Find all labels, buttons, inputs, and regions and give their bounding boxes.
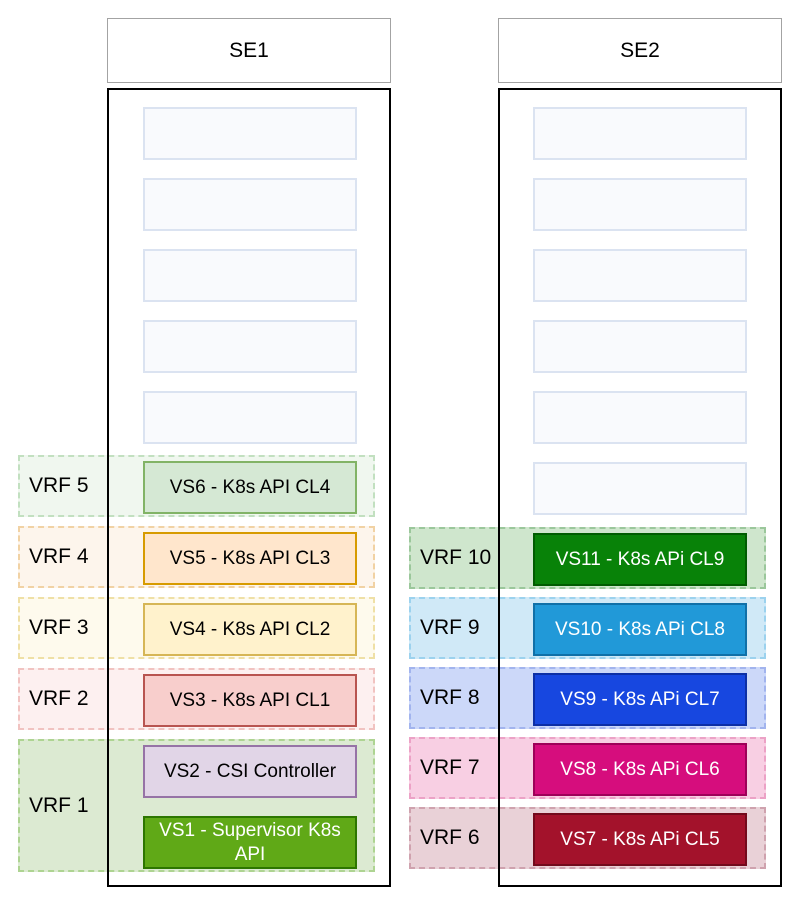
empty-slot	[143, 320, 357, 373]
vrf-label: VRF 7	[420, 756, 480, 779]
se2-title: SE2	[498, 18, 782, 83]
vrf-label: VRF 1	[29, 793, 89, 817]
vs-box: VS8 - K8s APi CL6	[533, 743, 747, 796]
empty-slot	[533, 249, 747, 302]
vs-box: VS1 - Supervisor K8s API	[143, 816, 357, 869]
vs-box: VS7 - K8s APi CL5	[533, 813, 747, 866]
empty-slot	[533, 107, 747, 160]
empty-slot	[143, 178, 357, 231]
se1-title: SE1	[107, 18, 391, 83]
vs-box: VS4 - K8s API CL2	[143, 603, 357, 656]
vrf-label: VRF 4	[29, 545, 89, 568]
empty-slot	[533, 320, 747, 373]
vrf-label: VRF 10	[420, 546, 492, 569]
empty-slot	[533, 391, 747, 444]
vs-box: VS9 - K8s APi CL7	[533, 673, 747, 726]
empty-slot	[143, 107, 357, 160]
vrf-label: VRF 9	[420, 616, 480, 639]
vrf-label: VRF 5	[29, 474, 89, 497]
empty-slot	[143, 249, 357, 302]
empty-slot	[533, 462, 747, 515]
vs-box: VS6 - K8s API CL4	[143, 461, 357, 514]
vrf-label: VRF 3	[29, 616, 89, 639]
vs-box: VS3 - K8s API CL1	[143, 674, 357, 727]
vrf-label: VRF 2	[29, 687, 89, 710]
vrf-label: VRF 8	[420, 686, 480, 709]
vs-box: VS2 - CSI Controller	[143, 745, 357, 798]
vrf-label: VRF 6	[420, 826, 480, 849]
vs-box: VS5 - K8s API CL3	[143, 532, 357, 585]
vs-box: VS10 - K8s APi CL8	[533, 603, 747, 656]
vs-box: VS11 - K8s APi CL9	[533, 533, 747, 586]
se1-chassis-box	[107, 88, 391, 887]
se2-chassis-box	[498, 88, 782, 887]
empty-slot	[143, 391, 357, 444]
empty-slot	[533, 178, 747, 231]
